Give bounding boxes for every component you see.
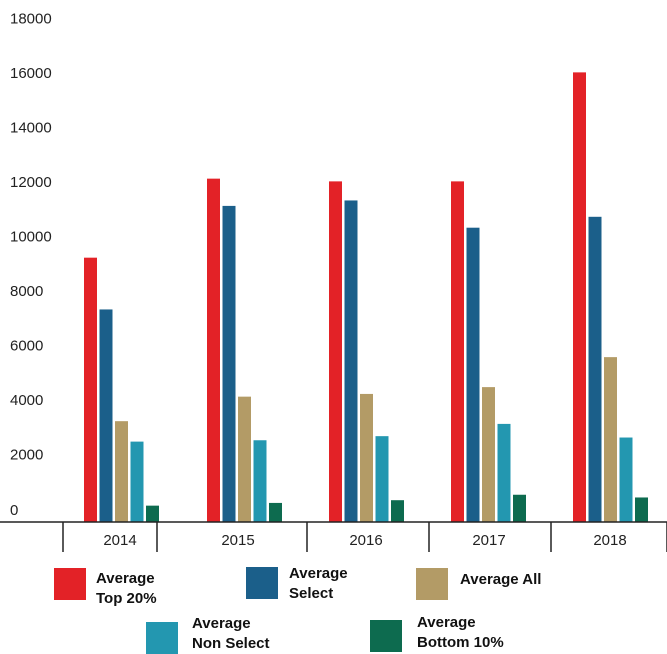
legend-swatch xyxy=(416,568,448,600)
bar xyxy=(497,423,511,522)
legend-item: Average Bottom 10% xyxy=(370,614,504,652)
legend-label: Average xyxy=(96,570,155,587)
bar xyxy=(391,500,404,522)
y-tick-label: 16000 xyxy=(10,65,52,82)
legend-label: Average xyxy=(417,614,476,631)
bar xyxy=(451,181,464,522)
x-tick-label: 2014 xyxy=(103,532,136,549)
bar xyxy=(99,309,113,522)
bar xyxy=(604,357,617,522)
bar xyxy=(588,216,602,523)
bar xyxy=(269,502,282,522)
bar xyxy=(573,72,586,522)
y-tick-label: 2000 xyxy=(10,447,43,464)
bar xyxy=(84,257,97,522)
legend-item: Average Non Select xyxy=(146,615,270,654)
y-tick-label: 4000 xyxy=(10,392,43,409)
legend-swatch xyxy=(54,568,86,600)
legend: Average Top 20% Average Select Average All Av… xyxy=(54,565,541,654)
bar xyxy=(635,497,648,522)
y-tick-label: 0 xyxy=(10,502,18,519)
legend-label: Non Select xyxy=(192,635,270,652)
legend-item: Average Top 20% xyxy=(54,568,157,607)
bars xyxy=(84,72,648,523)
bar xyxy=(146,505,159,522)
x-tick-label: 2015 xyxy=(221,532,254,549)
bar xyxy=(375,436,389,522)
bar xyxy=(115,421,128,522)
y-axis-ticks: 0 2000 4000 6000 8000 10000 12000 14000 16000 180… xyxy=(10,11,52,520)
bar xyxy=(344,200,358,522)
legend-label: Bottom 10% xyxy=(417,634,504,651)
y-tick-label: 8000 xyxy=(10,283,43,300)
legend-label: Average xyxy=(192,615,251,632)
x-axis: 2014 2015 2016 2017 2018 xyxy=(0,521,667,552)
x-tick-label: 2018 xyxy=(593,532,626,549)
y-tick-label: 18000 xyxy=(10,11,52,28)
legend-label: Select xyxy=(289,585,333,602)
bar xyxy=(360,393,373,522)
x-tick-label: 2017 xyxy=(472,532,505,549)
bar xyxy=(222,205,236,522)
x-tick-label: 2016 xyxy=(349,532,382,549)
bar xyxy=(238,396,251,522)
bar xyxy=(329,181,342,522)
bar xyxy=(207,178,220,522)
legend-item: Average All xyxy=(416,568,541,600)
bar xyxy=(513,494,526,522)
y-tick-label: 14000 xyxy=(10,120,52,137)
legend-swatch xyxy=(370,620,402,652)
bar xyxy=(466,227,480,522)
bar xyxy=(619,437,633,522)
legend-swatch xyxy=(146,622,178,654)
y-tick-label: 12000 xyxy=(10,174,52,191)
bar xyxy=(482,387,495,522)
bar xyxy=(253,440,267,522)
y-tick-label: 6000 xyxy=(10,338,43,355)
y-tick-label: 10000 xyxy=(10,229,52,246)
legend-swatch xyxy=(246,567,278,599)
bar xyxy=(130,441,144,522)
legend-label: Top 20% xyxy=(96,590,157,607)
legend-item: Average Select xyxy=(246,565,348,602)
legend-label: Average xyxy=(289,565,348,582)
legend-label: Average All xyxy=(460,571,541,588)
